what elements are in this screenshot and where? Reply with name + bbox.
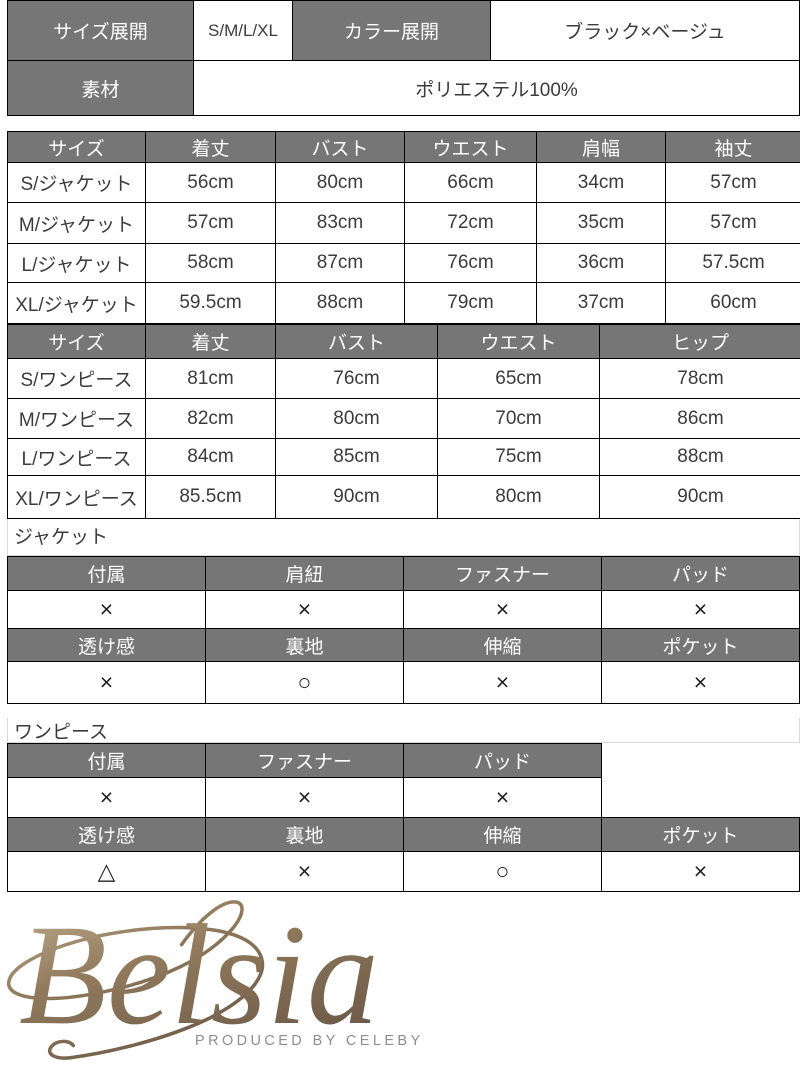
svg-text:Belsia: Belsia <box>19 896 379 1055</box>
svg-text:PRODUCED BY CELEBY: PRODUCED BY CELEBY <box>195 1033 424 1049</box>
